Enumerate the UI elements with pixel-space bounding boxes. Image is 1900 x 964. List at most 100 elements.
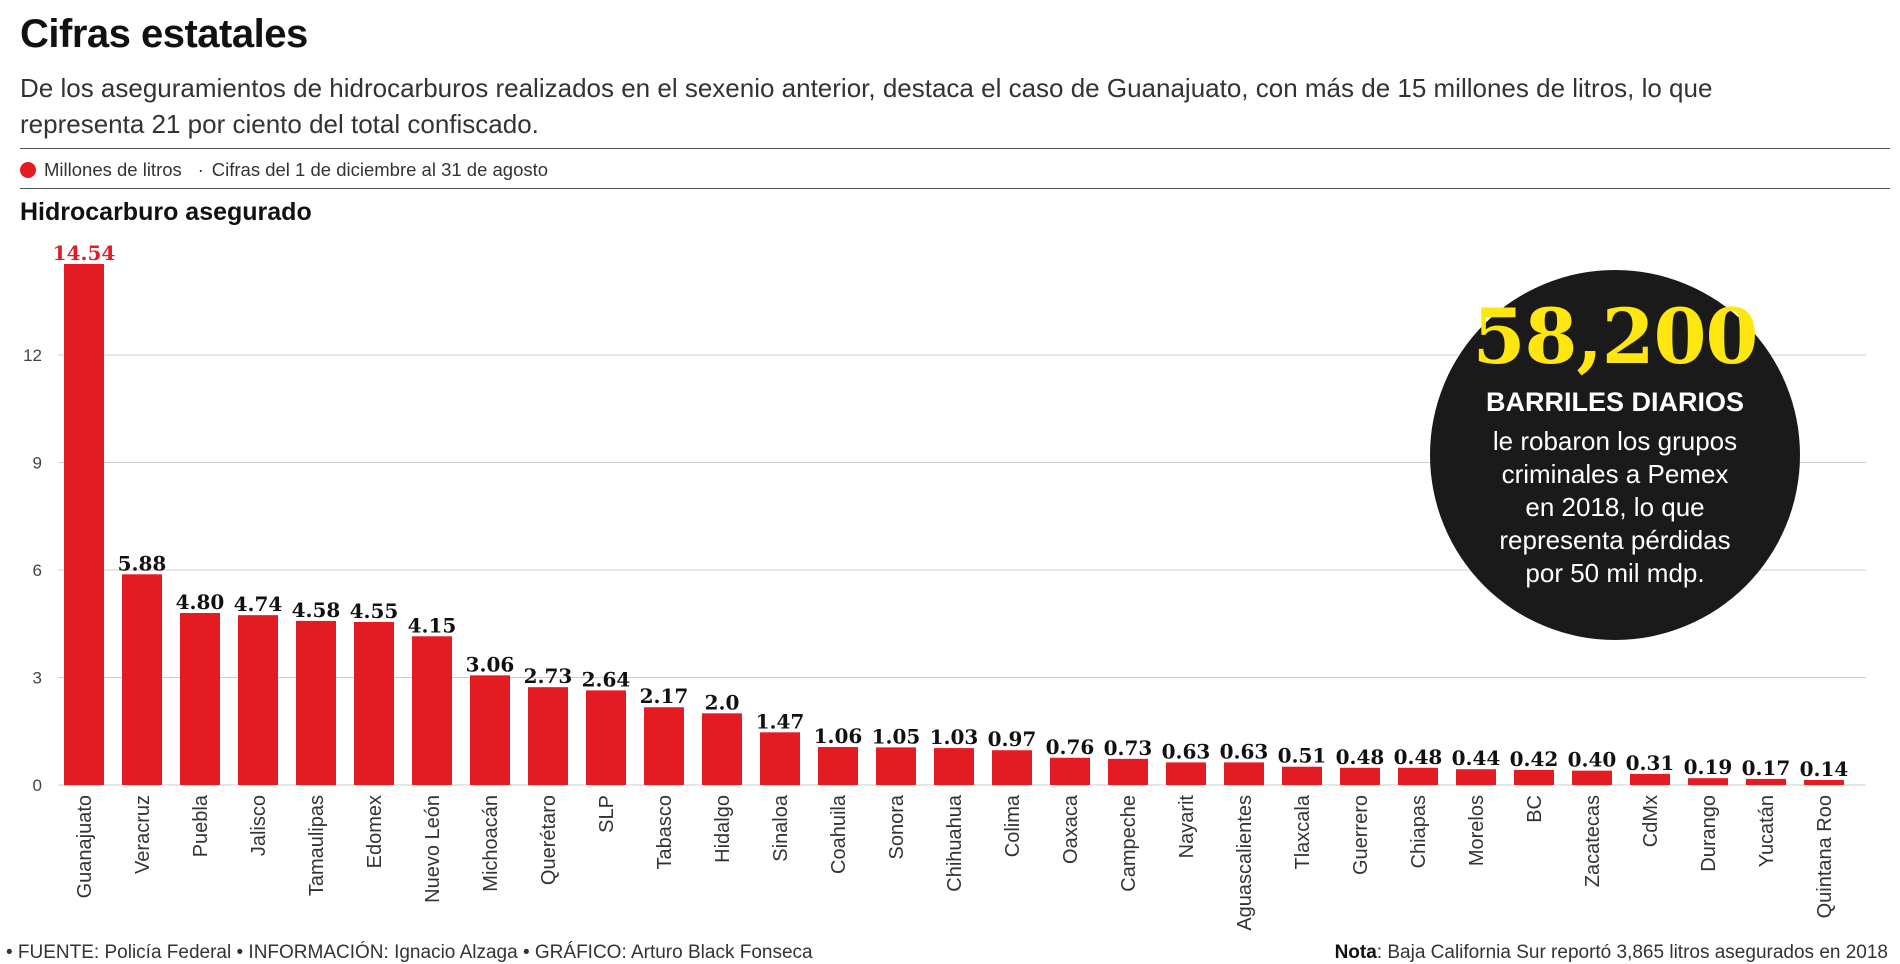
bar: [1398, 767, 1438, 785]
bar: [1688, 778, 1728, 785]
bar: [1224, 762, 1264, 785]
legend-series-label: Millones de litros: [44, 159, 182, 180]
legend-note: Cifras del 1 de diciembre al 31 de agost…: [211, 159, 549, 180]
legend-swatch-icon: [20, 162, 36, 178]
bar-value-label: 0.19: [1684, 755, 1733, 779]
bar-value-label: 0.73: [1104, 736, 1153, 760]
category-label: Chihuahua: [944, 794, 966, 892]
chart-title: Hidrocarburo asegurado: [20, 198, 312, 226]
legend-divider: [20, 188, 1890, 189]
bar-value-label: 2.64: [582, 667, 631, 691]
y-tick-label: 12: [23, 346, 42, 365]
bar: [1456, 769, 1496, 785]
top-divider: [20, 148, 1890, 149]
bar-value-label: 1.03: [930, 725, 979, 749]
footer-note-label: Nota: [1334, 942, 1377, 963]
bar: [760, 732, 800, 785]
bar: [1282, 766, 1322, 785]
category-label: Querétaro: [538, 795, 560, 885]
y-tick-label: 9: [33, 454, 42, 473]
category-label: Coahuila: [828, 794, 850, 874]
bar: [238, 615, 278, 785]
category-label: Guanajuato: [74, 795, 96, 898]
bar-value-label: 1.05: [872, 724, 921, 748]
bar-value-label: 5.88: [118, 551, 167, 575]
category-label: Veracruz: [132, 795, 154, 874]
category-label: Guerrero: [1350, 795, 1372, 875]
bar-value-label: 0.48: [1336, 745, 1385, 769]
category-label: Hidalgo: [712, 795, 734, 863]
category-label: Tabasco: [654, 795, 676, 870]
bar: [296, 620, 336, 785]
footer-credits: • FUENTE: Policía Federal • INFORMACIÓN:…: [6, 942, 813, 963]
category-label: CdMx: [1640, 795, 1662, 847]
bar: [1108, 758, 1148, 785]
bar: [64, 264, 104, 785]
category-label: Durango: [1698, 795, 1720, 872]
category-label: Aguascalientes: [1234, 795, 1256, 931]
bar-value-label: 0.17: [1742, 756, 1791, 780]
bar: [1804, 779, 1844, 785]
bar-value-label: 0.48: [1394, 745, 1443, 769]
category-label: SLP: [596, 795, 618, 833]
bar: [122, 574, 162, 785]
bar-value-label: 0.76: [1046, 735, 1095, 759]
bar: [1050, 757, 1090, 785]
category-label: Edomex: [364, 795, 386, 868]
bar-value-label: 4.74: [234, 592, 283, 616]
bar-value-label: 0.44: [1452, 746, 1501, 770]
category-label: Chiapas: [1408, 795, 1430, 868]
bar-value-label: 0.63: [1220, 739, 1269, 763]
bar-value-label: 0.14: [1800, 757, 1849, 781]
category-labels: Guanajuato Veracruz Puebla Jalisco Tamaulipa…: [74, 794, 1836, 931]
category-label: Morelos: [1466, 795, 1488, 866]
y-tick-label: 6: [33, 561, 42, 580]
category-label: Tamaulipas: [306, 795, 328, 896]
bar-value-label: 0.42: [1510, 747, 1559, 771]
category-label: Quintana Roo: [1814, 795, 1836, 918]
bar: [876, 747, 916, 785]
category-label: Oaxaca: [1060, 794, 1082, 864]
category-label: BC: [1524, 795, 1546, 823]
bar-value-label: 0.51: [1278, 744, 1327, 768]
y-tick-label: 0: [33, 776, 42, 795]
category-label: Sinaloa: [770, 794, 792, 862]
bar: [528, 687, 568, 785]
category-label: Jalisco: [248, 795, 270, 856]
bar-value-label: 2.73: [524, 664, 573, 688]
bar: [412, 636, 452, 785]
footer-note: Nota: Baja California Sur reportó 3,865 …: [1335, 942, 1888, 964]
bar-value-label: 0.97: [988, 727, 1037, 751]
bar-value-label: 14.54: [53, 241, 116, 265]
category-label: Nayarit: [1176, 795, 1198, 859]
bar-value-label: 2.17: [640, 684, 689, 708]
bar: [1340, 767, 1380, 785]
bar: [1514, 769, 1554, 785]
bar-value-label: 0.40: [1568, 748, 1617, 772]
bar-value-label: 4.55: [350, 599, 399, 623]
callout-body: le robaron los grupos criminales a Pemex…: [1492, 426, 1738, 588]
bar-value-label: 0.31: [1626, 751, 1675, 775]
page-title: Cifras estatales: [20, 12, 308, 56]
bar-value-label: 4.15: [408, 613, 457, 637]
category-label: Puebla: [190, 794, 212, 857]
value-labels: 14.54 5.88 4.80 4.74 4.58 4.55 4.15 3.06 2.73 2.6…: [53, 241, 1849, 781]
category-label: Nuevo León: [422, 795, 444, 903]
bar: [644, 707, 684, 785]
bar-value-label: 1.06: [814, 724, 863, 748]
bar: [934, 748, 974, 785]
bars: [64, 264, 1844, 785]
category-label: Yucatán: [1756, 795, 1778, 867]
legend: Millones de litros · Cifras del 1 de dic…: [20, 156, 548, 184]
page-subtitle: De los aseguramientos de hidrocarburos r…: [20, 73, 1713, 139]
bar: [354, 621, 394, 785]
bar-value-label: 4.80: [176, 590, 225, 614]
bar: [1746, 778, 1786, 785]
bar: [586, 690, 626, 785]
category-label: Campeche: [1118, 795, 1140, 892]
callout-circle: 58,200 BARRILES DIARIOS le robaron los g…: [1430, 270, 1800, 640]
bar: [180, 613, 220, 785]
bar-value-label: 4.58: [292, 598, 341, 622]
callout-number: 58,200: [1472, 292, 1759, 381]
category-label: Tlaxcala: [1292, 794, 1314, 869]
